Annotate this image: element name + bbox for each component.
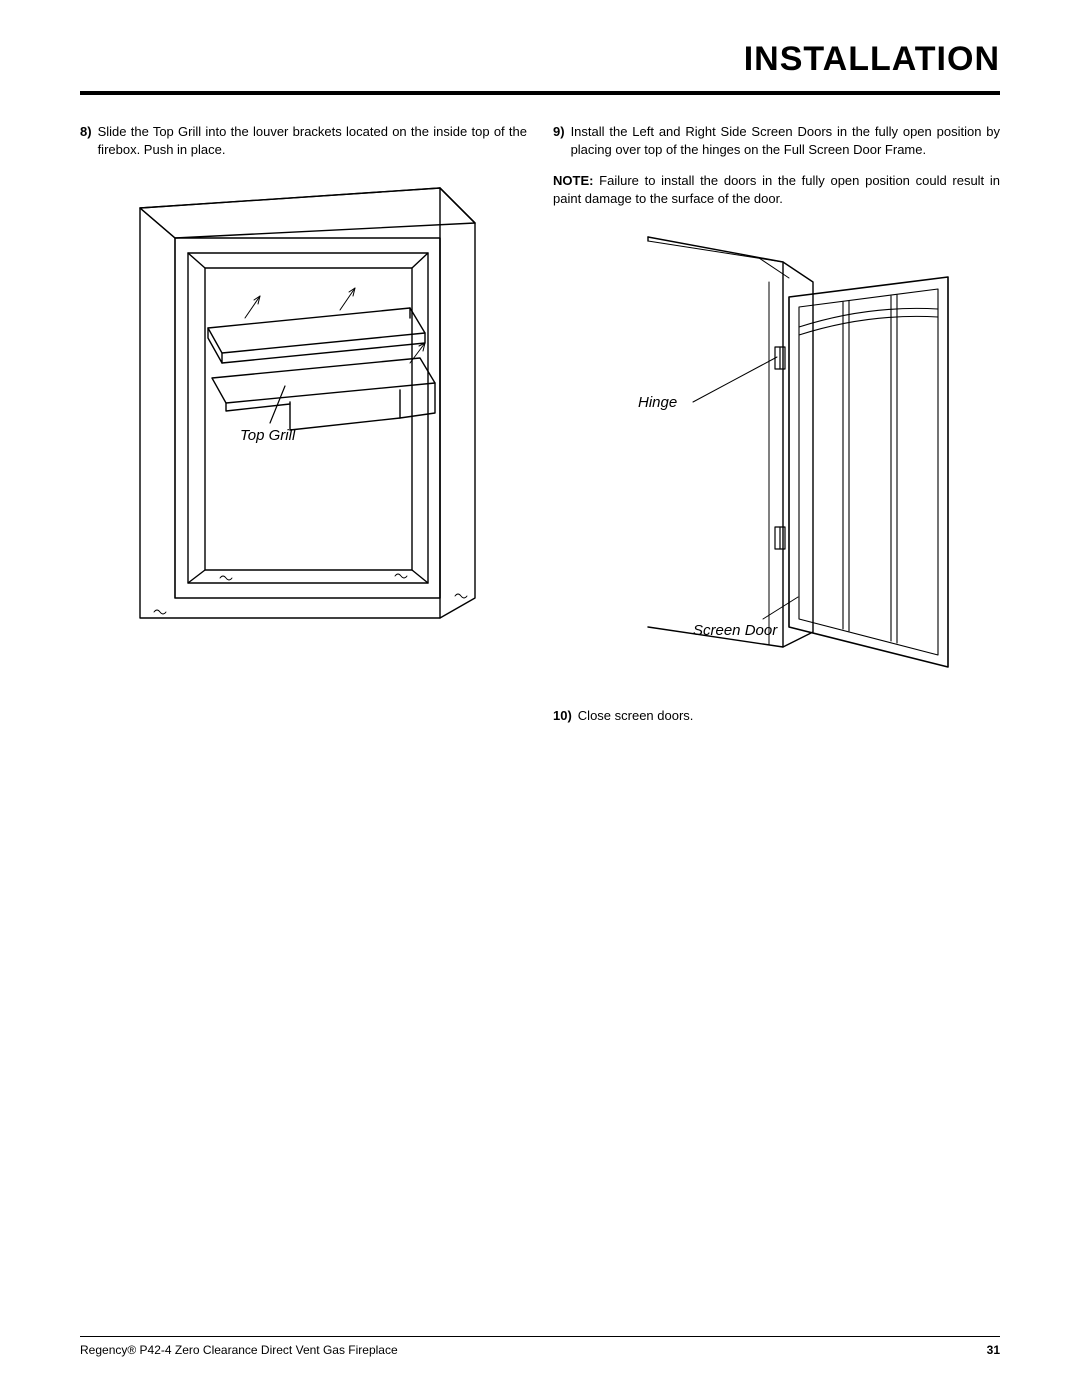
screen-door-diagram: Hinge Screen Door bbox=[553, 227, 973, 687]
page-title: INSTALLATION bbox=[80, 40, 1000, 79]
top-grill-diagram: Top Grill bbox=[80, 178, 500, 638]
step-8-text: Slide the Top Grill into the louver brac… bbox=[98, 123, 527, 158]
figure-top-grill: Top Grill bbox=[80, 178, 527, 638]
left-column: 8) Slide the Top Grill into the louver b… bbox=[80, 123, 527, 739]
footer-page-number: 31 bbox=[987, 1343, 1000, 1357]
note-text: Failure to install the doors in the full… bbox=[553, 173, 1000, 206]
step-9-text: Install the Left and Right Side Screen D… bbox=[571, 123, 1000, 158]
screen-door-label: Screen Door bbox=[693, 622, 778, 639]
step-9: 9) Install the Left and Right Side Scree… bbox=[553, 123, 1000, 158]
step-8-number: 8) bbox=[80, 123, 92, 158]
top-grill-label: Top Grill bbox=[240, 427, 296, 444]
note-label: NOTE: bbox=[553, 173, 593, 188]
right-column: 9) Install the Left and Right Side Scree… bbox=[553, 123, 1000, 739]
content-columns: 8) Slide the Top Grill into the louver b… bbox=[80, 123, 1000, 739]
step-10-text: Close screen doors. bbox=[578, 707, 694, 725]
step-8: 8) Slide the Top Grill into the louver b… bbox=[80, 123, 527, 158]
footer-product: Regency® P42-4 Zero Clearance Direct Ven… bbox=[80, 1343, 398, 1357]
header-rule bbox=[80, 91, 1000, 95]
figure-screen-door: Hinge Screen Door bbox=[553, 227, 1000, 687]
hinge-label: Hinge bbox=[638, 394, 677, 411]
step-10-number: 10) bbox=[553, 707, 572, 725]
note-block: NOTE: Failure to install the doors in th… bbox=[553, 172, 1000, 207]
page-footer: Regency® P42-4 Zero Clearance Direct Ven… bbox=[80, 1336, 1000, 1357]
step-9-number: 9) bbox=[553, 123, 565, 158]
step-10: 10) Close screen doors. bbox=[553, 707, 1000, 725]
footer-rule bbox=[80, 1336, 1000, 1337]
